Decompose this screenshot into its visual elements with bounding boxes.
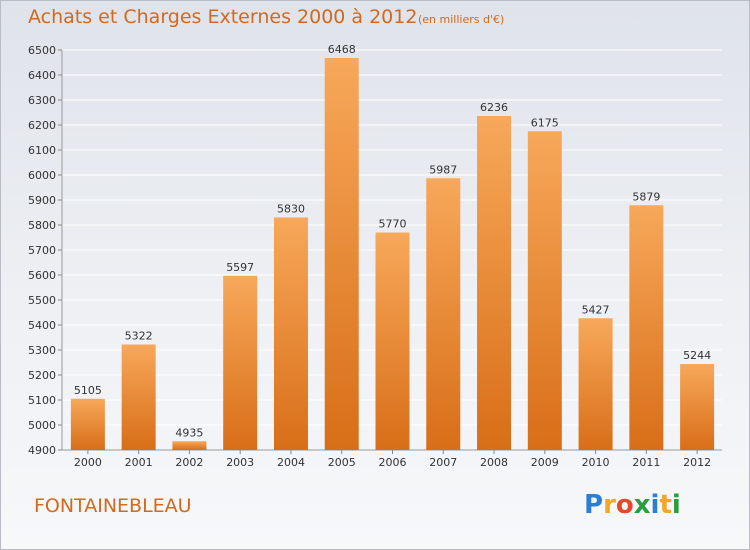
y-tick-label: 5400 — [28, 319, 56, 332]
bar-2006 — [375, 232, 410, 450]
logo-letter: t — [659, 490, 672, 520]
bar-2012 — [680, 364, 715, 450]
y-tick-label: 5800 — [28, 219, 56, 232]
bar-2009 — [527, 131, 562, 450]
chart-subtitle: (en milliers d'€) — [418, 13, 505, 26]
y-tick-label: 5100 — [28, 394, 56, 407]
y-tick-label: 5500 — [28, 294, 56, 307]
y-tick-label: 6000 — [28, 169, 56, 182]
y-tick-label: 6100 — [28, 144, 56, 157]
value-label-2006: 5770 — [379, 218, 407, 231]
value-label-2002: 4935 — [175, 426, 203, 439]
value-label-2009: 6175 — [531, 116, 559, 129]
x-tick-label-2000: 2000 — [74, 456, 102, 469]
bar-2002 — [172, 441, 207, 450]
x-tick-label-2008: 2008 — [480, 456, 508, 469]
bar-2004 — [273, 217, 308, 450]
logo-letter: P — [584, 490, 604, 520]
y-tick-label: 4900 — [28, 444, 56, 457]
logo-letter: r — [603, 490, 616, 520]
x-tick-label-2010: 2010 — [582, 456, 610, 469]
value-label-2005: 6468 — [328, 43, 356, 56]
bar-2007 — [426, 178, 461, 450]
logo-letter: o — [615, 490, 634, 520]
x-tick-label-2011: 2011 — [632, 456, 660, 469]
y-tick-label: 5300 — [28, 344, 56, 357]
x-tick-label-2012: 2012 — [683, 456, 711, 469]
bar-2011 — [629, 205, 664, 450]
x-tick-label-2003: 2003 — [226, 456, 254, 469]
value-label-2004: 5830 — [277, 203, 305, 216]
value-label-2000: 5105 — [74, 384, 102, 397]
bar-2008 — [477, 116, 512, 450]
value-label-2010: 5427 — [582, 303, 610, 316]
y-tick-label: 5000 — [28, 419, 56, 432]
axes: 4900 5000 5100 5200 5300 5400 5500 5600 5700 5800… — [28, 44, 722, 457]
city-name: FONTAINEBLEAU — [34, 495, 192, 517]
logo-letter: i — [650, 490, 660, 520]
labels: 5105 2000 5322 2001 4935 2002 5597 2003 5830 2004… — [74, 43, 711, 469]
y-tick-label: 5900 — [28, 194, 56, 207]
x-tick-label-2007: 2007 — [429, 456, 457, 469]
x-tick-label-2001: 2001 — [125, 456, 153, 469]
x-tick-label-2002: 2002 — [175, 456, 203, 469]
x-tick-label-2004: 2004 — [277, 456, 305, 469]
y-tick-label: 6400 — [28, 69, 56, 82]
bar-2000 — [70, 398, 105, 450]
bar-2010 — [578, 318, 613, 450]
x-tick-label-2005: 2005 — [328, 456, 356, 469]
value-label-2003: 5597 — [226, 261, 254, 274]
y-tick-label: 6200 — [28, 119, 56, 132]
logo-letter: i — [671, 490, 681, 520]
bar-2003 — [223, 275, 258, 450]
y-tick-label: 5200 — [28, 369, 56, 382]
bar-2005 — [324, 58, 359, 450]
chart-title: Achats et Charges Externes 2000 à 2012 — [28, 6, 418, 28]
bars — [70, 58, 715, 450]
value-label-2012: 5244 — [683, 349, 711, 362]
value-label-2008: 6236 — [480, 101, 508, 114]
value-label-2011: 5879 — [632, 190, 660, 203]
y-tick-label: 6500 — [28, 44, 56, 57]
y-tick-label: 6300 — [28, 94, 56, 107]
y-tick-label: 5600 — [28, 269, 56, 282]
value-label-2001: 5322 — [125, 330, 153, 343]
x-tick-label-2006: 2006 — [379, 456, 407, 469]
logo-letter: x — [633, 490, 651, 520]
bar-2001 — [121, 344, 156, 450]
x-tick-label-2009: 2009 — [531, 456, 559, 469]
y-tick-label: 5700 — [28, 244, 56, 257]
value-label-2007: 5987 — [429, 163, 457, 176]
proxiti-logo[interactable]: Proxiti — [584, 490, 681, 520]
